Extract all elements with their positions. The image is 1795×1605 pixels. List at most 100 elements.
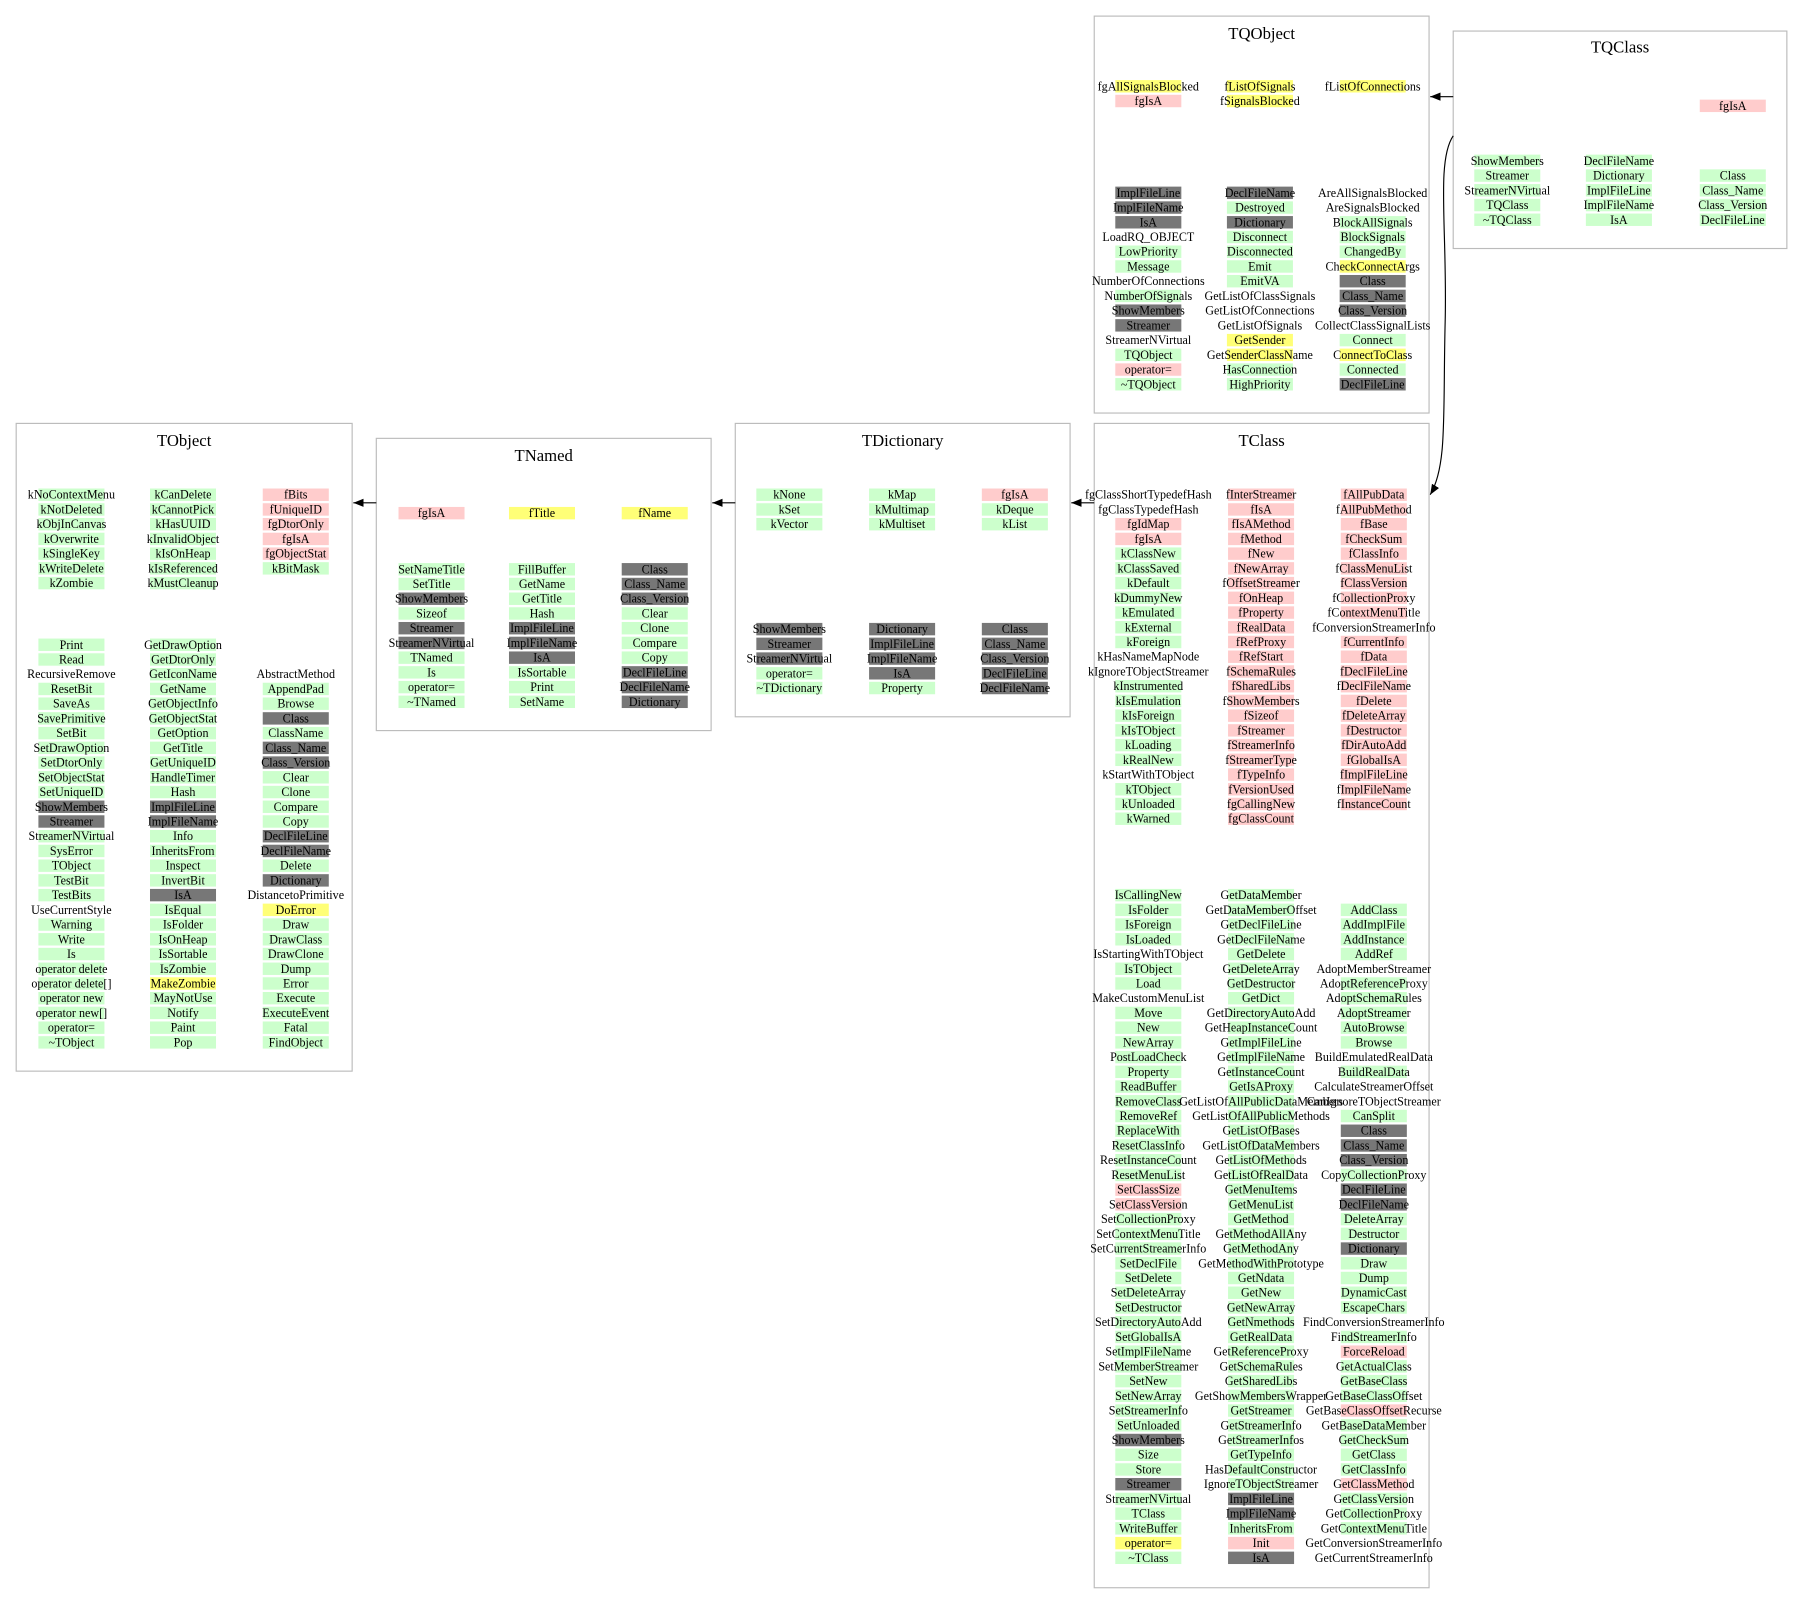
member-label: AddInstance: [1343, 932, 1404, 946]
member-highlight: [149, 829, 217, 844]
member-label: fCollectionProxy: [1332, 591, 1415, 605]
member-highlight: [37, 917, 106, 932]
member-label: AdoptSchemaRules: [1326, 991, 1422, 1005]
member-highlight: [262, 502, 330, 517]
member-highlight: [397, 591, 466, 606]
member-label: ClassName: [268, 726, 323, 740]
member-label: kMustCleanup: [147, 576, 218, 590]
member-label: ImplFileLine: [1229, 1492, 1293, 1506]
member-highlight: [37, 947, 106, 961]
member-highlight: [1340, 502, 1408, 517]
member-highlight: [1227, 1271, 1295, 1285]
member-highlight: [1338, 230, 1407, 244]
member-highlight: [1114, 94, 1183, 108]
member-label: RemoveClass: [1115, 1094, 1182, 1108]
member-label: UseCurrentStyle: [31, 903, 112, 917]
member-highlight: [149, 561, 217, 576]
class-title: TObject: [157, 431, 212, 450]
member-label: Write: [58, 932, 85, 946]
member-highlight: [262, 770, 330, 785]
member-highlight: [262, 546, 330, 561]
member-label: GetClass: [1352, 1448, 1396, 1462]
member-label: Move: [1134, 1006, 1162, 1020]
member-label: Dictionary: [1593, 169, 1645, 183]
member-label: kObjInCanvas: [37, 517, 107, 531]
member-label: SetCollectionProxy: [1101, 1212, 1196, 1226]
member-highlight: [508, 606, 576, 621]
member-highlight: [868, 622, 936, 637]
member-label: kList: [1002, 517, 1027, 531]
member-highlight: [508, 562, 576, 577]
member-label: Property: [1128, 1065, 1170, 1079]
member-label: GetSender: [1234, 333, 1285, 347]
member-highlight: [1114, 723, 1183, 738]
member-label: fStreamerType: [1225, 753, 1297, 767]
member-label: fStreamerInfo: [1227, 738, 1295, 752]
member-label: GetDelete: [1237, 947, 1286, 961]
member-highlight: [1114, 1035, 1183, 1050]
member-highlight: [1338, 347, 1407, 362]
member-label: DistancetoPrimitive: [247, 888, 344, 902]
member-label: fTitle: [529, 506, 555, 520]
member-highlight: [149, 888, 217, 903]
member-label: Disconnected: [1227, 245, 1293, 259]
member-label: CollectClassSignalLists: [1315, 318, 1431, 332]
member-highlight: [1227, 1138, 1295, 1153]
member-highlight: [508, 680, 576, 695]
member-highlight: [1340, 917, 1408, 932]
member-highlight: [1227, 1418, 1295, 1433]
member-label: BlockSignals: [1340, 230, 1405, 244]
member-highlight: [1227, 517, 1295, 532]
member-label: kVector: [771, 517, 809, 531]
member-label: SetContextMenuTitle: [1096, 1227, 1200, 1241]
member-label: GetDirectoryAutoAdd: [1207, 1006, 1316, 1020]
member-label: DeclFileLine: [1701, 213, 1765, 227]
member-label: GetDataMember: [1220, 888, 1301, 902]
member-highlight: [1338, 244, 1407, 259]
member-label: kLoading: [1125, 738, 1171, 752]
member-highlight: [1114, 244, 1183, 259]
member-highlight: [1227, 1256, 1295, 1271]
member-label: SetName: [520, 695, 564, 709]
member-highlight: [1114, 1344, 1183, 1359]
member-label: DeleteArray: [1344, 1212, 1404, 1226]
member-label: kIsReferenced: [148, 561, 218, 575]
member-label: Size: [1138, 1448, 1159, 1462]
member-highlight: [1227, 487, 1295, 502]
member-label: RemoveRef: [1119, 1109, 1178, 1123]
member-label: ImplFileName: [867, 652, 937, 666]
member-label: GetUniqueID: [150, 756, 216, 770]
member-label: TestBit: [54, 873, 89, 887]
member-label: BuildRealData: [1338, 1065, 1410, 1079]
member-highlight: [1114, 1256, 1183, 1271]
member-label: fContextMenuTitle: [1327, 606, 1420, 620]
member-label: GetListOfConnections: [1205, 304, 1315, 318]
member-highlight: [1226, 274, 1294, 289]
member-label: ConnectToClass: [1333, 348, 1412, 362]
member-label: GetContextMenuTitle: [1321, 1521, 1427, 1535]
member-label: fgIsA: [1135, 94, 1163, 108]
member-label: Class_Name: [984, 637, 1045, 651]
member-highlight: [1114, 1536, 1183, 1551]
member-label: Draw: [1360, 1256, 1387, 1270]
member-label: GetSenderClassName: [1207, 348, 1313, 362]
member-label: fDeclFileName: [1337, 679, 1411, 693]
member-label: ImplFileName: [1584, 198, 1654, 212]
member-highlight: [1227, 1300, 1295, 1315]
member-label: Class_Name: [1342, 289, 1403, 303]
member-label: kSet: [779, 502, 801, 516]
member-highlight: [1227, 605, 1295, 620]
member-highlight: [37, 711, 106, 726]
member-label: fBase: [1360, 517, 1388, 531]
member-label: GetShowMembersWrapper: [1195, 1389, 1327, 1403]
member-highlight: [262, 696, 330, 711]
member-label: GetNdata: [1238, 1271, 1285, 1285]
member-highlight: [37, 873, 106, 888]
member-label: AddRef: [1355, 947, 1394, 961]
member-highlight: [1340, 797, 1408, 811]
member-highlight: [37, 502, 106, 517]
member-highlight: [621, 562, 689, 577]
member-highlight: [397, 621, 466, 636]
member-highlight: [149, 932, 217, 947]
